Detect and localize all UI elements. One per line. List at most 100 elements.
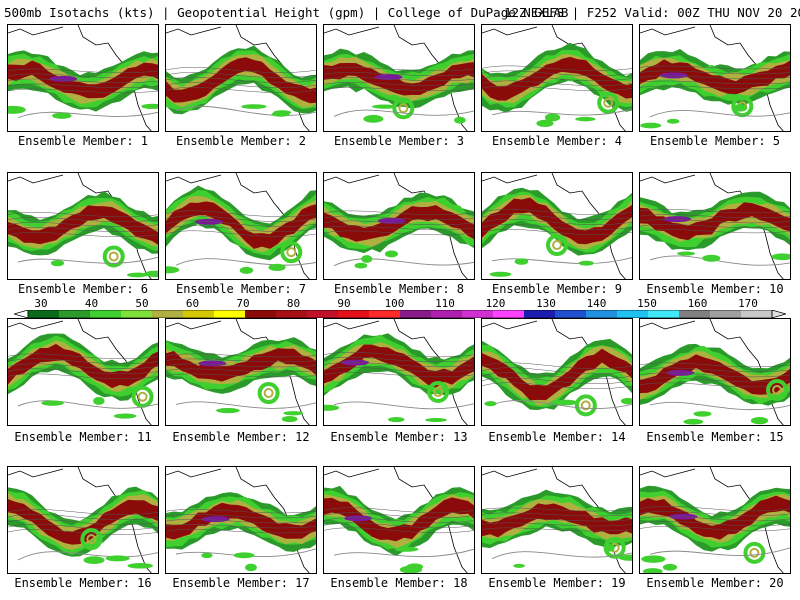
colorbar-tick-label: 100 [384, 297, 405, 310]
geopotential-height-contour [640, 362, 790, 368]
geopotential-height-contour [640, 85, 790, 90]
geopotential-height-contour [8, 373, 158, 380]
isotach-blob [283, 411, 304, 416]
isotach-blob [575, 116, 596, 122]
ensemble-member-label: Ensemble Member: 14 [488, 430, 626, 444]
colorbar-tick-label: 150 [637, 297, 657, 310]
geopotential-height-contour [640, 521, 790, 527]
isotach-colorbar [14, 310, 786, 318]
geopotential-height-contour [482, 382, 632, 389]
colorbar-swatch [369, 310, 401, 318]
geopotential-height-contour [166, 524, 316, 529]
colorbar-swatch [679, 310, 711, 318]
ensemble-map-panel [639, 318, 791, 426]
colorbar-swatch [586, 310, 618, 318]
geopotential-height-contour [640, 209, 790, 214]
geopotential-height-contour [324, 357, 474, 363]
cutoff-low-ring [257, 382, 280, 405]
geopotential-height-contour [166, 82, 316, 88]
geopotential-height-contour [324, 512, 474, 519]
geopotential-height-contour [482, 512, 632, 517]
geopotential-height-contour [324, 230, 474, 236]
geopotential-height-contour [8, 78, 158, 83]
isotach-blob [113, 413, 137, 419]
geopotential-height-contour [482, 75, 632, 81]
ensemble-member-label: Ensemble Member: 3 [333, 134, 465, 148]
ensemble-map-panel [7, 318, 159, 426]
colorbar-swatch [90, 310, 122, 318]
geopotential-height-contour [649, 401, 790, 411]
colorbar-tick-label: 110 [435, 297, 455, 310]
colorbar-swatch [617, 310, 649, 318]
isotach-max-core [201, 516, 230, 523]
cutoff-low-ring [743, 541, 766, 564]
geopotential-height-contour [166, 72, 316, 78]
colorbar-tick-label: 70 [236, 297, 250, 310]
isotach-max-core [663, 216, 692, 223]
colorbar-tick-label: 140 [586, 297, 607, 310]
geopotential-height-contour [324, 82, 474, 87]
ensemble-member-label: Ensemble Member: 9 [491, 282, 623, 296]
geopotential-height-contour [17, 256, 158, 264]
geopotential-height-contour [324, 352, 474, 358]
colorbar-tick-label: 90 [337, 297, 351, 310]
colorbar-left-arrow [14, 310, 29, 318]
geopotential-height-contour [8, 212, 158, 218]
geopotential-height-contour [482, 209, 632, 215]
geopotential-height-contour [8, 222, 158, 228]
isotach-blob [141, 103, 158, 109]
geopotential-height-contour [482, 65, 632, 71]
geopotential-height-contour [324, 372, 474, 378]
geopotential-height-contour [649, 547, 790, 556]
ensemble-member-label: Ensemble Member: 16 [14, 576, 152, 590]
geopotential-height-contour [8, 353, 158, 360]
geopotential-height-contour [166, 220, 316, 227]
colorbar-swatch [152, 310, 184, 318]
geopotential-height-contour [324, 362, 474, 368]
coastline [324, 320, 380, 330]
coastline [640, 174, 696, 184]
ensemble-member-label: Ensemble Member: 8 [333, 282, 465, 296]
isotach-blob [384, 250, 398, 258]
geopotential-height-contour [175, 401, 316, 409]
isotach-blob [484, 401, 497, 407]
isotach-blob [83, 556, 105, 564]
ensemble-member-label: Ensemble Member: 19 [488, 576, 626, 590]
isotach-blob [640, 122, 662, 129]
isotach-blob [239, 266, 254, 274]
geopotential-height-contour [491, 400, 632, 410]
geopotential-height-contour [640, 214, 790, 219]
geopotential-height-contour [8, 83, 158, 88]
isotach-blob [354, 262, 368, 269]
isotach-blob [618, 554, 632, 561]
isotach-blob [241, 104, 267, 109]
geopotential-height-contour [166, 368, 316, 373]
colorbar-tick-label: 160 [687, 297, 708, 310]
geopotential-height-contour [175, 105, 316, 116]
isotach-blob [544, 113, 561, 122]
isotach-max-core [198, 360, 227, 367]
isotach-blob [143, 270, 158, 278]
ensemble-map-panel [165, 318, 317, 426]
geopotential-height-contour [17, 551, 158, 561]
geopotential-height-contour [482, 362, 632, 369]
isotach-blob [750, 417, 769, 425]
isotach-blob [281, 415, 298, 423]
coastline [235, 467, 310, 573]
geopotential-height-contour [324, 87, 474, 92]
isotach-fill-80kt [482, 197, 632, 245]
isotach-blob [642, 568, 663, 573]
isotach-fill-80kt [324, 497, 474, 542]
ensemble-map-panel [165, 24, 317, 132]
colorbar-tick-label: 130 [536, 297, 556, 310]
isotach-fill-80kt [482, 503, 632, 538]
colorbar-swatch [555, 310, 587, 318]
geopotential-height-contour [166, 353, 316, 358]
coastline [166, 174, 222, 184]
geopotential-height-contour [324, 507, 474, 514]
colorbar-tick-label: 60 [185, 297, 200, 310]
colorbar-swatch [307, 310, 339, 318]
coastline [166, 26, 222, 36]
isotach-fill-80kt [8, 60, 158, 99]
cutoff-low-ring [574, 394, 597, 417]
